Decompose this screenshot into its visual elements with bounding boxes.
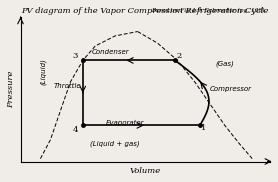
Text: Evaporator: Evaporator xyxy=(106,120,144,126)
Text: 2: 2 xyxy=(176,52,181,60)
Text: Compressor: Compressor xyxy=(210,86,252,92)
Title: PV diagram of the Vapor Compression Refrigeration Cycle: PV diagram of the Vapor Compression Refr… xyxy=(21,7,269,15)
Y-axis label: Pressure: Pressure xyxy=(7,71,15,108)
Text: Based on Fig 4.9, Schroeder (pg. 138): Based on Fig 4.9, Schroeder (pg. 138) xyxy=(151,7,265,13)
X-axis label: Volume: Volume xyxy=(130,167,161,175)
Text: (Gas): (Gas) xyxy=(215,60,234,67)
Text: (Liquid + gas): (Liquid + gas) xyxy=(90,141,140,147)
Text: (Liquid): (Liquid) xyxy=(40,59,46,85)
Text: 4: 4 xyxy=(73,126,78,134)
Text: 1: 1 xyxy=(201,124,206,132)
Text: Condenser: Condenser xyxy=(91,49,129,55)
Text: Throttle: Throttle xyxy=(54,83,82,89)
Text: 3: 3 xyxy=(73,52,78,60)
